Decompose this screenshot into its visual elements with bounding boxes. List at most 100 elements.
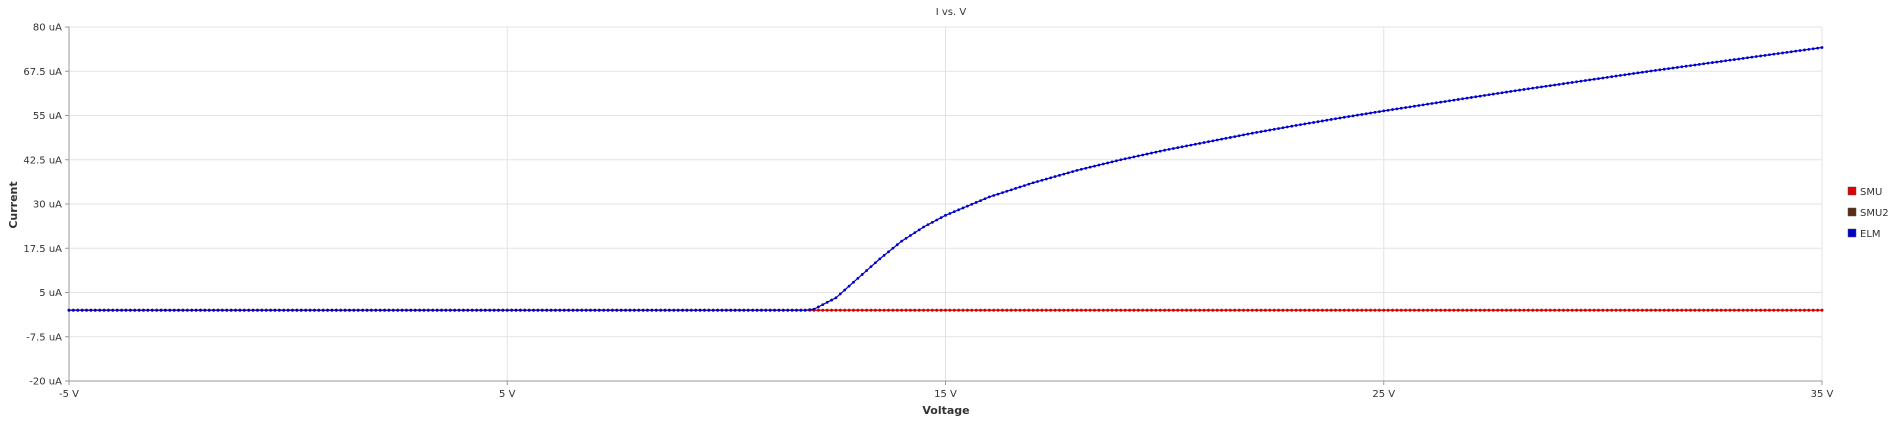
- data-point: [1338, 116, 1342, 120]
- data-point: [939, 308, 943, 312]
- data-point: [1619, 308, 1622, 312]
- data-point: [1360, 308, 1364, 312]
- data-point: [1803, 308, 1806, 312]
- data-point: [1259, 308, 1263, 312]
- data-point: [567, 308, 571, 312]
- data-point: [724, 308, 728, 312]
- data-point: [847, 284, 851, 288]
- data-point: [746, 308, 750, 312]
- data-point: [488, 308, 492, 312]
- data-point: [1443, 308, 1447, 312]
- data-point: [860, 308, 864, 312]
- data-point: [1312, 121, 1316, 124]
- data-point: [1811, 47, 1815, 51]
- data-point: [1312, 308, 1316, 312]
- data-point: [212, 308, 216, 312]
- data-point: [115, 308, 119, 312]
- data-point: [1513, 89, 1517, 93]
- data-point: [847, 308, 851, 312]
- legend-swatch: [1847, 186, 1857, 196]
- data-point: [1163, 148, 1167, 152]
- data-point: [821, 303, 825, 307]
- data-point: [1005, 189, 1009, 193]
- data-point: [895, 243, 899, 247]
- data-point: [391, 308, 395, 312]
- data-point: [843, 288, 847, 292]
- data-point: [1540, 85, 1543, 89]
- data-point: [1711, 61, 1714, 64]
- data-point: [1513, 308, 1517, 312]
- data-point: [1145, 152, 1149, 156]
- data-point: [843, 308, 847, 312]
- data-point: [1803, 48, 1806, 52]
- data-point: [1566, 308, 1570, 312]
- data-point: [1649, 308, 1653, 312]
- data-point: [1150, 308, 1153, 312]
- legend-label: SMU: [1860, 187, 1882, 198]
- data-point: [1597, 308, 1600, 312]
- data-point: [1369, 111, 1372, 115]
- data-point: [1487, 93, 1491, 97]
- data-point: [817, 308, 820, 312]
- data-point: [128, 308, 132, 312]
- data-point: [1277, 308, 1280, 312]
- data-point: [838, 292, 842, 296]
- legend-label: ELM: [1860, 229, 1881, 240]
- data-point: [1719, 308, 1723, 312]
- data-point: [1215, 138, 1219, 142]
- data-point: [865, 308, 869, 312]
- data-point: [900, 239, 904, 243]
- data-point: [689, 308, 693, 312]
- data-point: [1426, 308, 1429, 312]
- data-point: [672, 308, 676, 312]
- data-point: [444, 308, 448, 312]
- data-point: [624, 308, 627, 312]
- legend: SMU SMU2 ELM: [1847, 186, 1889, 240]
- data-point: [1645, 308, 1649, 312]
- legend-swatch: [1847, 228, 1857, 238]
- data-point: [1198, 308, 1202, 312]
- data-point: [1009, 308, 1013, 312]
- data-point: [817, 305, 820, 309]
- data-point: [957, 208, 961, 212]
- data-point: [1614, 74, 1618, 78]
- data-point: [1785, 50, 1789, 54]
- data-point: [1505, 308, 1508, 312]
- data-point: [1706, 61, 1710, 65]
- data-point: [76, 308, 80, 312]
- data-point: [970, 308, 974, 312]
- data-point: [1228, 308, 1232, 312]
- data-point: [1264, 308, 1267, 312]
- data-point: [637, 308, 641, 312]
- data-point: [909, 308, 912, 312]
- data-point: [1364, 112, 1368, 116]
- data-point: [1798, 308, 1802, 312]
- data-point: [527, 308, 531, 312]
- x-tick-label: 5 V: [499, 389, 516, 400]
- data-point: [1250, 131, 1254, 135]
- data-point: [1675, 65, 1679, 69]
- data-point: [1491, 92, 1495, 96]
- data-point: [1255, 131, 1259, 134]
- data-point: [1123, 308, 1127, 312]
- data-point: [966, 308, 969, 312]
- data-point: [1084, 166, 1088, 170]
- data-point: [584, 308, 588, 312]
- data-point: [1421, 308, 1425, 312]
- data-point: [159, 308, 163, 312]
- data-point: [1680, 308, 1684, 312]
- data-point: [580, 308, 584, 312]
- data-point: [773, 308, 776, 312]
- data-point: [1373, 110, 1377, 114]
- data-point: [979, 199, 982, 203]
- data-point: [1180, 308, 1184, 312]
- data-point: [242, 308, 246, 312]
- y-tick-label: -20 uA: [29, 377, 62, 388]
- data-point: [1776, 52, 1780, 55]
- data-point: [71, 308, 75, 312]
- data-point: [808, 308, 812, 312]
- data-point: [1794, 49, 1798, 53]
- data-point: [654, 308, 658, 312]
- chart-title: I vs. V: [936, 7, 967, 18]
- data-point: [1395, 308, 1399, 312]
